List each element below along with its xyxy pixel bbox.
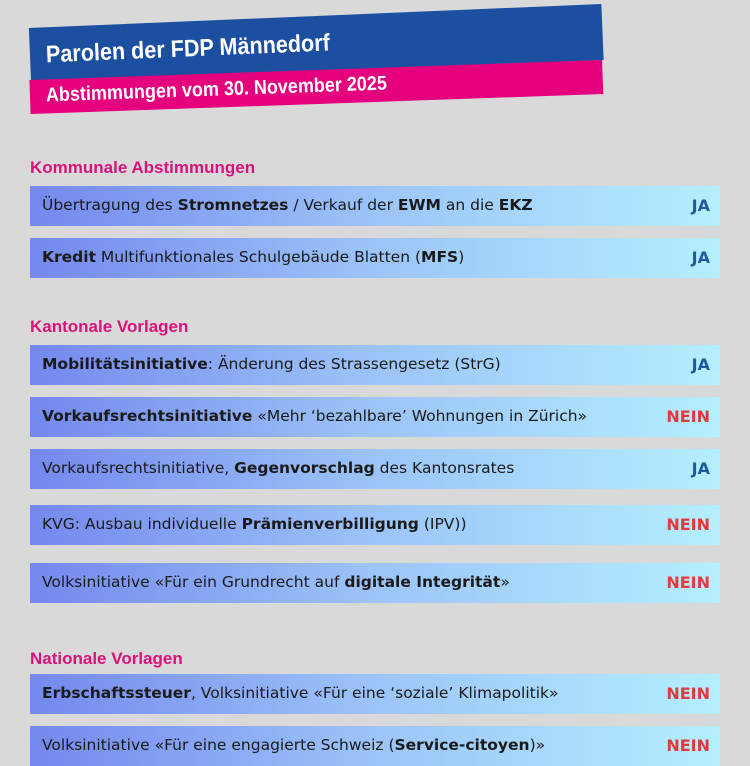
vote-row: Kredit Multifunktionales Schulgebäude Bl…: [30, 238, 720, 278]
vote-row: KVG: Ausbau individuelle Prämienverbilli…: [30, 505, 720, 545]
bold-text: Service-citoyen: [394, 736, 530, 754]
section-title: Nationale Vorlagen: [30, 649, 183, 668]
bold-text: Erbschaftssteuer: [42, 684, 191, 702]
vote-row: Vorkaufsrechtsinitiative, Gegenvorschlag…: [30, 449, 720, 489]
title: Parolen der FDP Männedorf: [45, 29, 331, 69]
page: Parolen der FDP Männedorf Abstimmungen v…: [28, 4, 720, 766]
item-text: Übertragung des Stromnetzes / Verkauf de…: [42, 196, 533, 214]
text: »: [500, 573, 510, 591]
vote-row: Vorkaufsrechtsinitiative «Mehr ‘bezahlba…: [30, 397, 720, 437]
vote: JA: [691, 355, 710, 374]
vote: JA: [691, 248, 710, 267]
vote-row: Volksinitiative «Für ein Grundrecht auf …: [30, 563, 720, 603]
bold-text: digitale Integrität: [344, 573, 501, 591]
text: «Mehr ‘bezahlbare’ Wohnungen in Zürich»: [252, 407, 588, 425]
item-text: Volksinitiative «Für eine engagierte Sch…: [42, 736, 545, 754]
vote: JA: [691, 196, 710, 215]
bold-text: Vorkaufsrechtsinitiative: [42, 407, 253, 425]
vote-row: Übertragung des Stromnetzes / Verkauf de…: [30, 186, 720, 226]
item-text: Vorkaufsrechtsinitiative «Mehr ‘bezahlba…: [42, 407, 587, 425]
bold-text: MFS: [421, 248, 459, 266]
text: , Volksinitiative «Für eine ‘soziale’ Kl…: [190, 684, 559, 702]
text: (IPV)): [418, 515, 467, 533]
vote-row: Volksinitiative «Für eine engagierte Sch…: [30, 726, 720, 766]
vote: JA: [691, 459, 710, 478]
bold-text: Kredit: [42, 248, 96, 266]
vote: NEIN: [666, 515, 710, 534]
text: KVG: Ausbau individuelle: [42, 515, 242, 533]
item-text: Erbschaftssteuer, Volksinitiative «Für e…: [42, 684, 558, 702]
text: Multifunktionales Schulgebäude Blatten (: [96, 248, 422, 266]
text: Volksinitiative «Für ein Grundrecht auf: [42, 573, 345, 591]
vote: NEIN: [666, 736, 710, 755]
text: Übertragung des: [42, 196, 178, 214]
item-text: KVG: Ausbau individuelle Prämienverbilli…: [42, 515, 467, 533]
subtitle: Abstimmungen vom 30. November 2025: [45, 72, 388, 107]
bold-text: Prämienverbilligung: [241, 515, 419, 533]
vote: NEIN: [666, 684, 710, 703]
text: des Kantonsrates: [374, 459, 515, 477]
section-title: Kommunale Abstimmungen: [30, 158, 256, 177]
vote: NEIN: [666, 573, 710, 592]
text: Volksinitiative «Für eine engagierte Sch…: [42, 736, 395, 754]
text: )»: [529, 736, 546, 754]
item-text: Volksinitiative «Für ein Grundrecht auf …: [42, 573, 510, 591]
bold-text: Mobilitätsinitiative: [42, 355, 208, 373]
text: Vorkaufsrechtsinitiative,: [42, 459, 235, 477]
bold-text: Gegenvorschlag: [234, 459, 375, 477]
bold-text: Stromnetzes: [177, 196, 289, 214]
text: ): [458, 248, 465, 266]
text: / Verkauf der: [288, 196, 398, 214]
item-text: Kredit Multifunktionales Schulgebäude Bl…: [42, 248, 464, 266]
vote: NEIN: [666, 407, 710, 426]
item-text: Mobilitätsinitiative: Änderung des Stras…: [42, 355, 501, 373]
item-text: Vorkaufsrechtsinitiative, Gegenvorschlag…: [42, 459, 514, 477]
text: : Änderung des Strassengesetz (StrG): [207, 355, 501, 373]
text: an die: [440, 196, 499, 214]
section-title: Kantonale Vorlagen: [30, 317, 189, 336]
vote-row: Mobilitätsinitiative: Änderung des Stras…: [30, 345, 720, 385]
bold-text: EKZ: [498, 196, 533, 214]
vote-row: Erbschaftssteuer, Volksinitiative «Für e…: [30, 674, 720, 714]
bold-text: EWM: [397, 196, 441, 214]
